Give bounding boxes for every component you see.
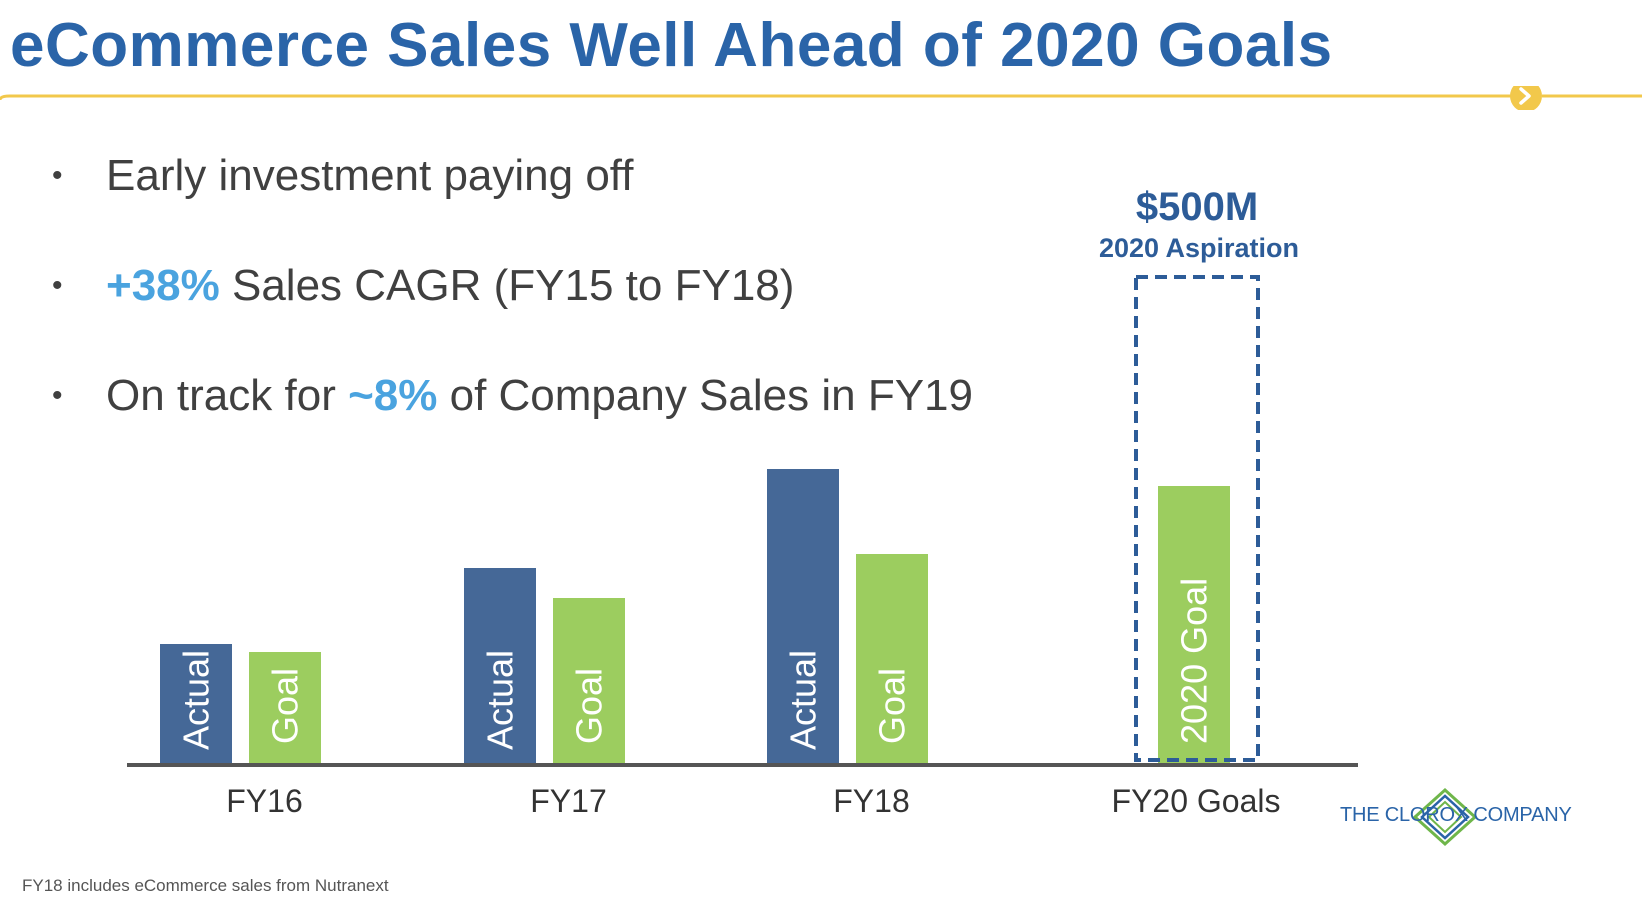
- bullet-dot: •: [52, 159, 63, 192]
- x-axis-label: FY18: [833, 783, 909, 819]
- x-axis-label: FY20 Goals: [1112, 783, 1281, 819]
- bullet-dot: •: [52, 269, 63, 302]
- company-logo: THE CLOROX COMPANY: [1340, 784, 1572, 850]
- bar-label-goal: Goal: [569, 668, 610, 744]
- bar-label-fy20-goal: 2020 Goal: [1174, 578, 1215, 744]
- bullet-dot: •: [52, 379, 63, 412]
- cagr-highlight: +38%: [106, 261, 220, 310]
- x-axis-label: FY17: [530, 783, 606, 819]
- aspiration-label: 2020 Aspiration: [1099, 233, 1299, 263]
- bar-goal: [553, 598, 625, 764]
- logo-diamond-icon: [1412, 787, 1478, 847]
- bar-actual: [464, 568, 536, 764]
- bullet-text: +38% Sales CAGR (FY15 to FY18): [106, 261, 795, 310]
- slide-title: eCommerce Sales Well Ahead of 2020 Goals: [10, 11, 1333, 80]
- bar-actual: [160, 644, 232, 764]
- bullet-text: On track for ~8% of Company Sales in FY1…: [106, 371, 973, 420]
- bar-label-actual: Actual: [176, 650, 217, 750]
- aspiration-box: [1134, 275, 1260, 762]
- underline-rule: [0, 94, 1512, 101]
- bar-actual: [767, 469, 839, 764]
- bar-goal: [249, 652, 321, 764]
- footnote: FY18 includes eCommerce sales from Nutra…: [22, 876, 389, 895]
- bar-label-actual: Actual: [480, 650, 521, 750]
- bullet-text: Early investment paying off: [106, 151, 634, 200]
- next-arrow-icon: [1519, 87, 1531, 105]
- bar-goal: [856, 554, 928, 764]
- bar-label-goal: Goal: [265, 668, 306, 744]
- aspiration-value: $500M: [1136, 185, 1258, 229]
- bar-fy20-goal: [1158, 486, 1230, 764]
- bar-label-actual: Actual: [783, 650, 824, 750]
- logo-text: THE CLOROX COMPANY: [1340, 804, 1572, 826]
- share-highlight: ~8%: [348, 371, 438, 420]
- title-underline: [0, 86, 1642, 110]
- x-axis-label: FY16: [226, 783, 302, 819]
- bar-label-goal: Goal: [872, 668, 913, 744]
